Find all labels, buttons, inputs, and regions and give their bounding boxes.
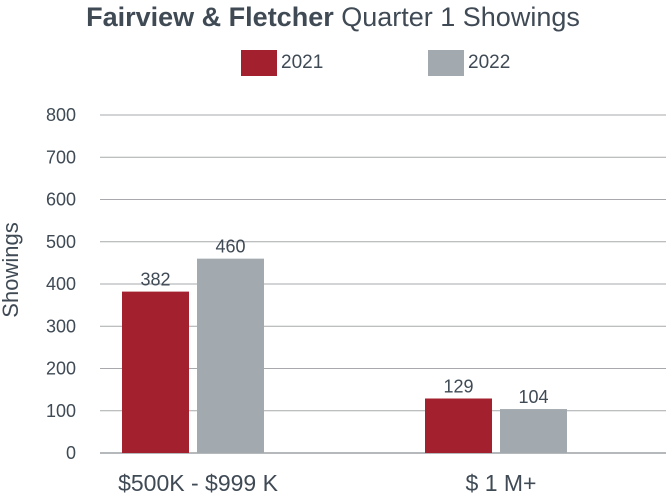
x-category-label-0: $500K - $999 K — [118, 470, 279, 496]
y-tick-label-100: 100 — [46, 401, 76, 421]
chart-title-bold: Fairview & Fletcher — [86, 2, 334, 32]
y-tick-label-0: 0 — [66, 443, 76, 463]
bar-2022-1 — [500, 409, 567, 453]
y-tick-label-400: 400 — [46, 274, 76, 294]
y-axis-title: Showings — [0, 222, 23, 317]
legend-item-2022: 2022 — [428, 49, 510, 77]
data-label-2022-0: 460 — [215, 237, 245, 257]
chart-title-rest: Quarter 1 Showings — [341, 2, 580, 32]
y-tick-label-200: 200 — [46, 359, 76, 379]
y-tick-label-600: 600 — [46, 190, 76, 210]
x-category-label-1: $ 1 M+ — [466, 470, 537, 496]
legend-label-2022: 2022 — [468, 52, 511, 73]
legend-swatch-2022 — [428, 50, 464, 76]
bar-2021-1 — [425, 398, 492, 453]
data-label-2021-0: 382 — [140, 270, 170, 290]
data-label-2022-1: 104 — [518, 387, 548, 407]
legend-label-2021: 2021 — [281, 52, 324, 73]
chart-title: Fairview & Fletcher Quarter 1 Showings — [0, 2, 666, 33]
bar-2022-0 — [197, 258, 264, 453]
y-tick-label-700: 700 — [46, 147, 76, 167]
data-label-2021-1: 129 — [443, 376, 473, 396]
y-tick-label-300: 300 — [46, 316, 76, 336]
legend: 2021 2022 — [0, 49, 666, 77]
bar-2021-0 — [122, 291, 189, 453]
y-tick-label-500: 500 — [46, 232, 76, 252]
legend-item-2021: 2021 — [241, 49, 323, 77]
y-tick-label-800: 800 — [46, 105, 76, 125]
legend-swatch-2021 — [241, 50, 277, 76]
